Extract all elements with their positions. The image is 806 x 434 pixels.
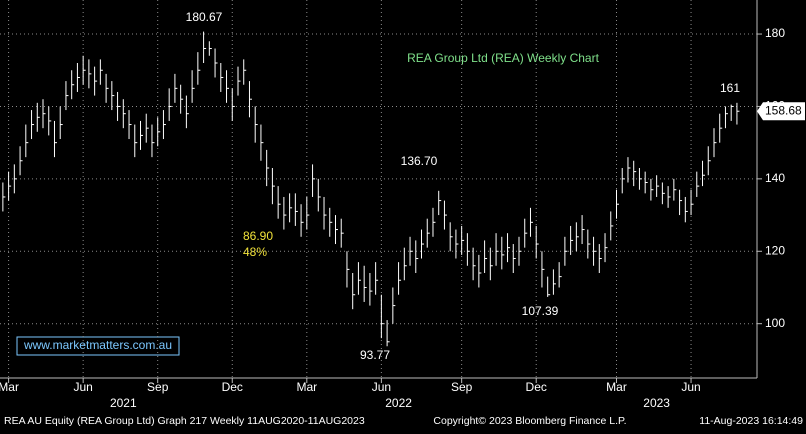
footer-left: REA AU Equity (REA Group Ltd) Graph 217 … (4, 415, 365, 427)
annotation: 136.70 (401, 154, 438, 168)
annotation: 93.77 (360, 348, 390, 362)
chart-title: REA Group Ltd (REA) Weekly Chart (407, 51, 600, 65)
x-tick-label: Sep (147, 380, 169, 394)
annotation: 86.90 (243, 229, 273, 243)
year-label: 2022 (385, 396, 412, 410)
annotation: 180.67 (186, 10, 223, 24)
source-box (16, 336, 180, 356)
y-tick-label: 100 (765, 316, 785, 330)
footer-center: Copyright© 2023 Bloomberg Finance L.P. (433, 415, 626, 427)
year-label: 2023 (643, 396, 670, 410)
x-tick-label: Mar (296, 380, 317, 394)
x-tick-label: Mar (0, 380, 19, 394)
last-price-label: 158.68 (765, 103, 802, 117)
x-tick-label: Jun (681, 380, 700, 394)
x-tick-label: Dec (526, 380, 547, 394)
annotation: 107.39 (522, 304, 559, 318)
annotation: 48% (243, 245, 267, 259)
source: www.marketmatters.com.au (23, 338, 172, 352)
y-tick-label: 140 (765, 171, 785, 185)
y-tick-label: 180 (765, 26, 785, 40)
x-tick-label: Mar (606, 380, 627, 394)
x-tick-label: Dec (222, 380, 243, 394)
footer-right: 11-Aug-2023 16:14:49 (699, 415, 803, 427)
last-price-pointer (757, 102, 805, 121)
footer-bar (0, 413, 806, 429)
year-label: 2021 (110, 396, 137, 410)
x-tick-label: Jun (73, 380, 92, 394)
x-tick-label: Sep (451, 380, 473, 394)
annotation: 161 (720, 81, 740, 95)
x-tick-label: Jun (372, 380, 391, 394)
y-tick-label: 120 (765, 243, 785, 257)
